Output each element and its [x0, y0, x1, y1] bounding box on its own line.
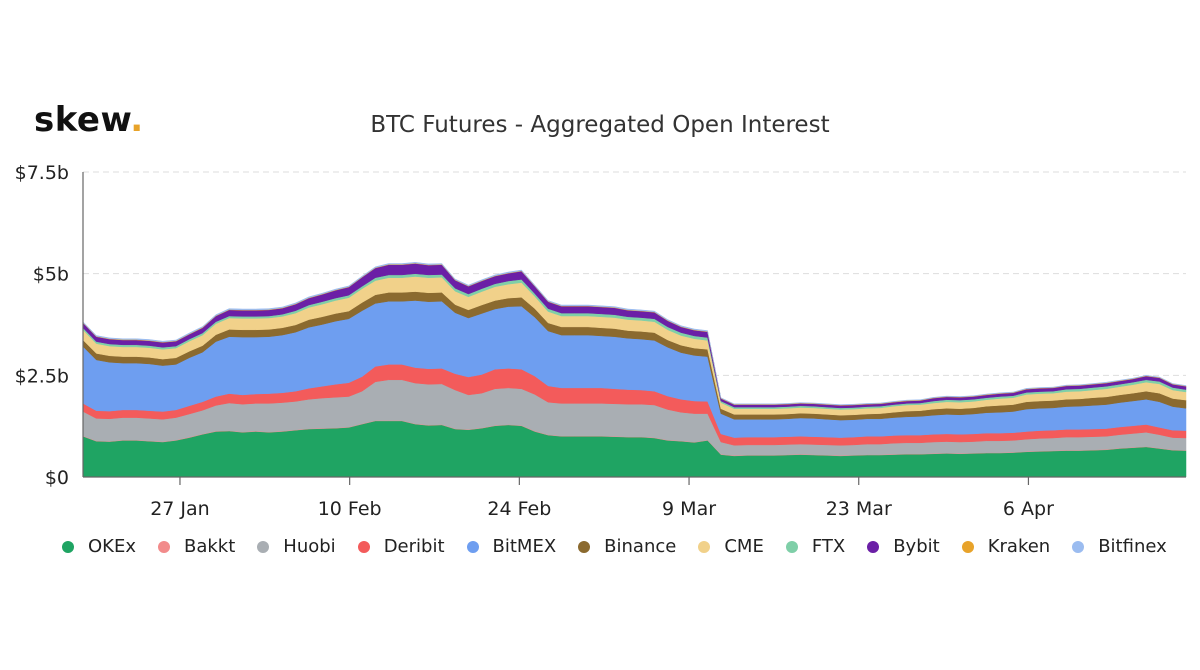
legend-label: Bybit — [893, 536, 940, 557]
legend-label: CME — [724, 536, 764, 557]
legend-label: Binance — [604, 536, 677, 557]
legend-swatch-icon — [578, 540, 591, 553]
legend-swatch-icon — [867, 540, 880, 553]
chart-title: BTC Futures - Aggregated Open Interest — [370, 112, 830, 138]
legend: OKEx Bakkt Huobi Deribit BitMEX Binance CME FTX… — [62, 536, 1182, 557]
axes: $0 $2.5b $5b $7.5b 27 Jan 10 Feb 24 Feb 9 Mar 23… — [15, 162, 1186, 520]
legend-item-bitfinex[interactable]: Bitfinex — [1072, 536, 1167, 557]
legend-label: Kraken — [987, 536, 1051, 557]
legend-item-binance[interactable]: Binance — [578, 536, 676, 557]
skew-logo: skew. — [34, 100, 144, 140]
legend-item-ftx[interactable]: FTX — [785, 536, 846, 557]
legend-item-kraken[interactable]: Kraken — [961, 536, 1051, 557]
legend-swatch-icon — [1072, 540, 1085, 553]
legend-label: Bakkt — [184, 536, 236, 557]
x-tick-label: 6 Apr — [1003, 498, 1054, 520]
legend-swatch-icon — [62, 540, 74, 553]
y-tick-label: $5b — [33, 264, 69, 286]
y-tick-label: $0 — [45, 467, 69, 489]
legend-label: Deribit — [383, 536, 445, 557]
y-tick-label: $7.5b — [15, 162, 69, 184]
legend-swatch-icon — [961, 540, 974, 553]
legend-item-cme[interactable]: CME — [698, 536, 764, 557]
legend-swatch-icon — [466, 540, 479, 553]
legend-label: Huobi — [283, 536, 336, 557]
area-series-bitfinex[interactable] — [82, 262, 1187, 406]
legend-swatch-icon — [698, 540, 711, 553]
x-tick-label: 9 Mar — [662, 498, 716, 520]
legend-label: OKEx — [88, 536, 136, 557]
legend-item-okex[interactable]: OKEx — [62, 536, 136, 557]
x-tick-label: 23 Mar — [826, 498, 892, 520]
y-tick-label: $2.5b — [15, 365, 69, 387]
legend-item-bybit[interactable]: Bybit — [867, 536, 940, 557]
x-tick-label: 24 Feb — [487, 498, 551, 520]
legend-swatch-icon — [785, 540, 798, 553]
x-tick-label: 27 Jan — [150, 498, 210, 520]
legend-label: BitMEX — [492, 536, 557, 557]
legend-item-huobi[interactable]: Huobi — [257, 536, 336, 557]
legend-item-deribit[interactable]: Deribit — [357, 536, 445, 557]
legend-item-bitmex[interactable]: BitMEX — [466, 536, 557, 557]
legend-item-bakkt[interactable]: Bakkt — [158, 536, 235, 557]
legend-label: Bitfinex — [1098, 536, 1167, 557]
legend-label: FTX — [811, 536, 846, 557]
legend-swatch-icon — [257, 540, 270, 553]
legend-swatch-icon — [158, 540, 170, 553]
stacked-areas — [82, 262, 1187, 478]
x-tick-label: 10 Feb — [318, 498, 382, 520]
legend-swatch-icon — [357, 540, 370, 553]
